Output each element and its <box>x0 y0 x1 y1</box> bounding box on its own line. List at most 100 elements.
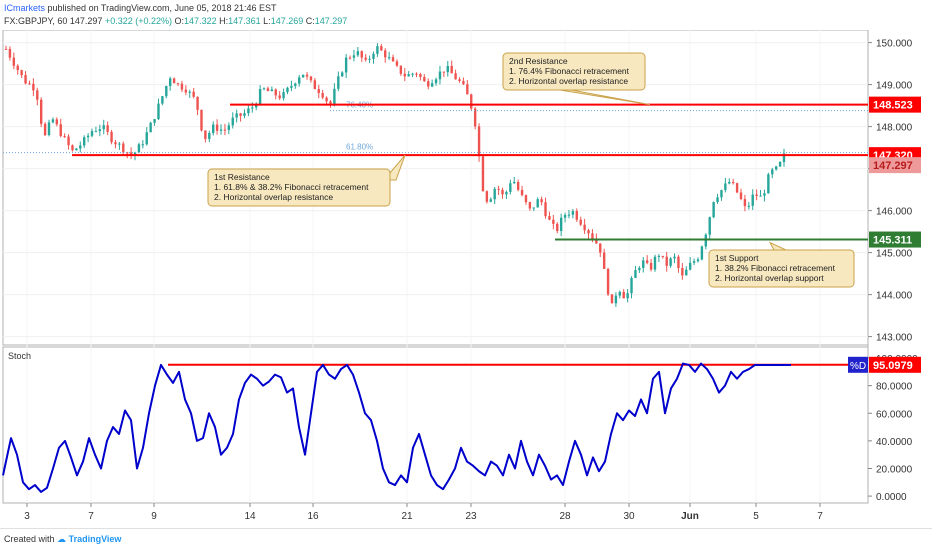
candle-body <box>63 136 66 138</box>
candle-body <box>278 95 281 99</box>
chart-canvas[interactable]: 150.000149.000148.000147.000146.000145.0… <box>0 30 932 528</box>
callout-line: 2. Horizontal overlap support <box>715 273 824 283</box>
candle-body <box>442 71 446 73</box>
callout-line: 2. Horizontal overlap resistance <box>509 76 628 86</box>
candle-body <box>399 65 403 74</box>
author-link[interactable]: ICmarkets <box>4 3 46 13</box>
candle-body <box>712 202 715 218</box>
tradingview-brand[interactable]: TradingView <box>68 534 122 544</box>
candle-body <box>51 119 55 123</box>
candle-body <box>321 93 324 98</box>
time-tick-label: 7 <box>88 511 94 522</box>
callout-title: 1st Support <box>715 253 759 263</box>
series-name-label: %D <box>850 361 866 372</box>
candle-body <box>634 270 637 278</box>
candle-body <box>642 260 645 268</box>
candle-body <box>454 73 457 80</box>
candle-body <box>94 131 98 133</box>
candle-body <box>446 65 449 73</box>
candle-body <box>614 295 618 304</box>
candle-body <box>778 161 782 167</box>
candle-body <box>200 109 203 131</box>
price-change: +0.322 (+0.22%) <box>104 16 173 26</box>
candle-body <box>192 91 195 97</box>
candle-body <box>231 117 234 126</box>
candle-body <box>485 191 489 202</box>
created-with: Created with ☁ TradingView <box>4 534 121 545</box>
close-label: C: <box>305 16 315 26</box>
candle-body <box>685 269 688 276</box>
time-tick-label: 23 <box>465 511 477 522</box>
candle-body <box>677 256 680 268</box>
candle-body <box>653 256 657 270</box>
candle-body <box>489 199 492 202</box>
stoch-tick-label: 20.0000 <box>876 464 913 475</box>
price-tick-label: 148.000 <box>876 123 913 134</box>
candle-body <box>298 77 301 84</box>
candle-body <box>67 136 70 146</box>
symbol-label[interactable]: FX:GBPJPY, 60 <box>4 16 68 26</box>
candle-body <box>606 268 610 295</box>
candle-body <box>90 131 94 136</box>
stoch-value-label: 95.0979 <box>873 360 913 372</box>
candle-body <box>172 78 176 84</box>
candle-body <box>407 74 410 77</box>
candle-body <box>344 57 348 73</box>
candle-body <box>266 88 270 92</box>
candle-body <box>55 119 59 125</box>
candle-body <box>743 199 747 207</box>
stoch-d-line <box>2 362 791 493</box>
candle-body <box>567 214 571 216</box>
candle-body <box>470 94 473 109</box>
candle-body <box>102 125 105 130</box>
candle-body <box>43 123 47 136</box>
candle-body <box>497 188 500 190</box>
candle-body <box>462 80 465 85</box>
candle-body <box>223 129 227 131</box>
candle-body <box>501 189 504 195</box>
candle-body <box>559 217 563 232</box>
time-tick-label: 3 <box>24 511 30 522</box>
open-value: 147.322 <box>184 16 217 26</box>
candle-body <box>32 83 35 91</box>
candle-body <box>227 125 231 130</box>
candle-body <box>317 89 320 94</box>
candle-body <box>39 99 43 124</box>
candle-body <box>196 96 199 110</box>
low-value: 147.269 <box>270 16 304 26</box>
candle-body <box>274 89 277 96</box>
candle-body <box>450 65 453 74</box>
candle-body <box>329 101 332 105</box>
time-tick-label: 30 <box>623 511 635 522</box>
candle-body <box>505 191 508 195</box>
candle-body <box>106 125 109 132</box>
candle-body <box>473 108 477 127</box>
candle-body <box>477 126 481 157</box>
candle-body <box>12 57 16 66</box>
candle-body <box>610 294 614 304</box>
candle-body <box>528 202 532 209</box>
time-tick-label: 9 <box>151 511 157 522</box>
time-tick-label: 21 <box>401 511 413 522</box>
candle-body <box>728 181 731 184</box>
candle-body <box>129 152 133 156</box>
candle-body <box>215 124 219 131</box>
stoch-pane[interactable] <box>2 346 869 504</box>
candle-body <box>258 89 262 105</box>
candle-body <box>657 255 661 257</box>
candle-body <box>79 145 82 149</box>
candle-body <box>622 291 625 299</box>
candle-body <box>364 57 367 60</box>
callout-box <box>207 168 391 207</box>
candle-body <box>391 57 395 62</box>
candle-body <box>782 153 786 162</box>
candle-body <box>368 58 371 60</box>
close-value: 147.297 <box>314 16 348 26</box>
candle-body <box>771 169 774 175</box>
candle-body <box>763 193 766 196</box>
candle-body <box>122 143 125 153</box>
candle-body <box>114 142 117 145</box>
